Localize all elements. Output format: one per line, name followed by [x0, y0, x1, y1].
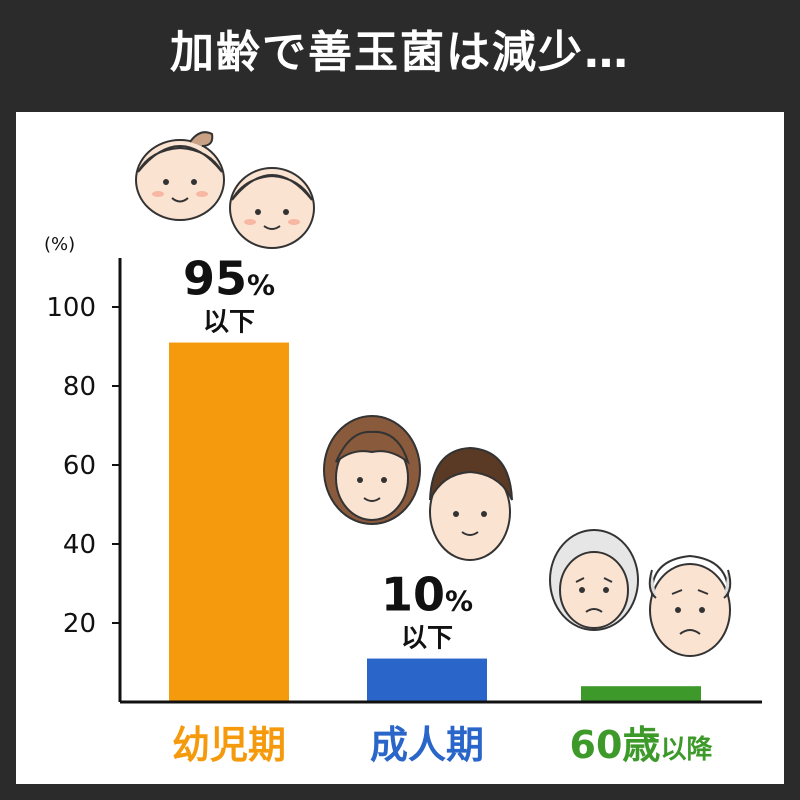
category-label: 成人期	[370, 723, 484, 767]
y-tick-label: 80	[63, 372, 96, 402]
bar-value-label: 10%	[381, 568, 473, 622]
bar-2	[367, 658, 487, 702]
y-tick-label: 20	[63, 609, 96, 639]
y-axis-label: (%)	[44, 234, 75, 255]
bar-value-label: 95%	[183, 252, 275, 306]
y-tick-label: 100	[46, 293, 96, 323]
category-label: 幼児期	[172, 723, 286, 767]
adult-faces-icon	[323, 415, 513, 561]
y-tick-label: 60	[63, 451, 96, 481]
bar-sub-label: 以下	[203, 308, 255, 338]
bar-3	[581, 686, 701, 702]
bar-sub-label: 以下	[401, 624, 453, 654]
category-label: 60歳以降	[570, 723, 714, 767]
bar-1	[169, 342, 289, 702]
baby-faces-icon	[135, 131, 315, 249]
y-tick-label: 40	[63, 530, 96, 560]
chart-title: 加齢で善玉菌は減少…	[170, 27, 630, 78]
elderly-faces-icon	[549, 529, 732, 657]
